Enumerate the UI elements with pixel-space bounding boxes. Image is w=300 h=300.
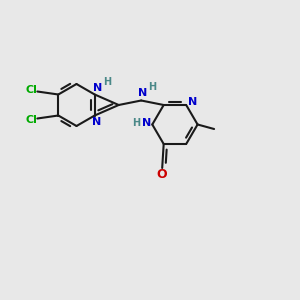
Text: H: H xyxy=(148,82,157,92)
Text: N: N xyxy=(188,97,197,107)
Text: N: N xyxy=(92,117,101,127)
Text: N: N xyxy=(93,83,102,93)
Text: N: N xyxy=(142,118,152,128)
Text: H: H xyxy=(133,118,141,128)
Text: O: O xyxy=(157,167,167,181)
Text: H: H xyxy=(103,77,111,87)
Text: Cl: Cl xyxy=(26,115,38,125)
Text: N: N xyxy=(138,88,147,98)
Text: Cl: Cl xyxy=(26,85,38,95)
